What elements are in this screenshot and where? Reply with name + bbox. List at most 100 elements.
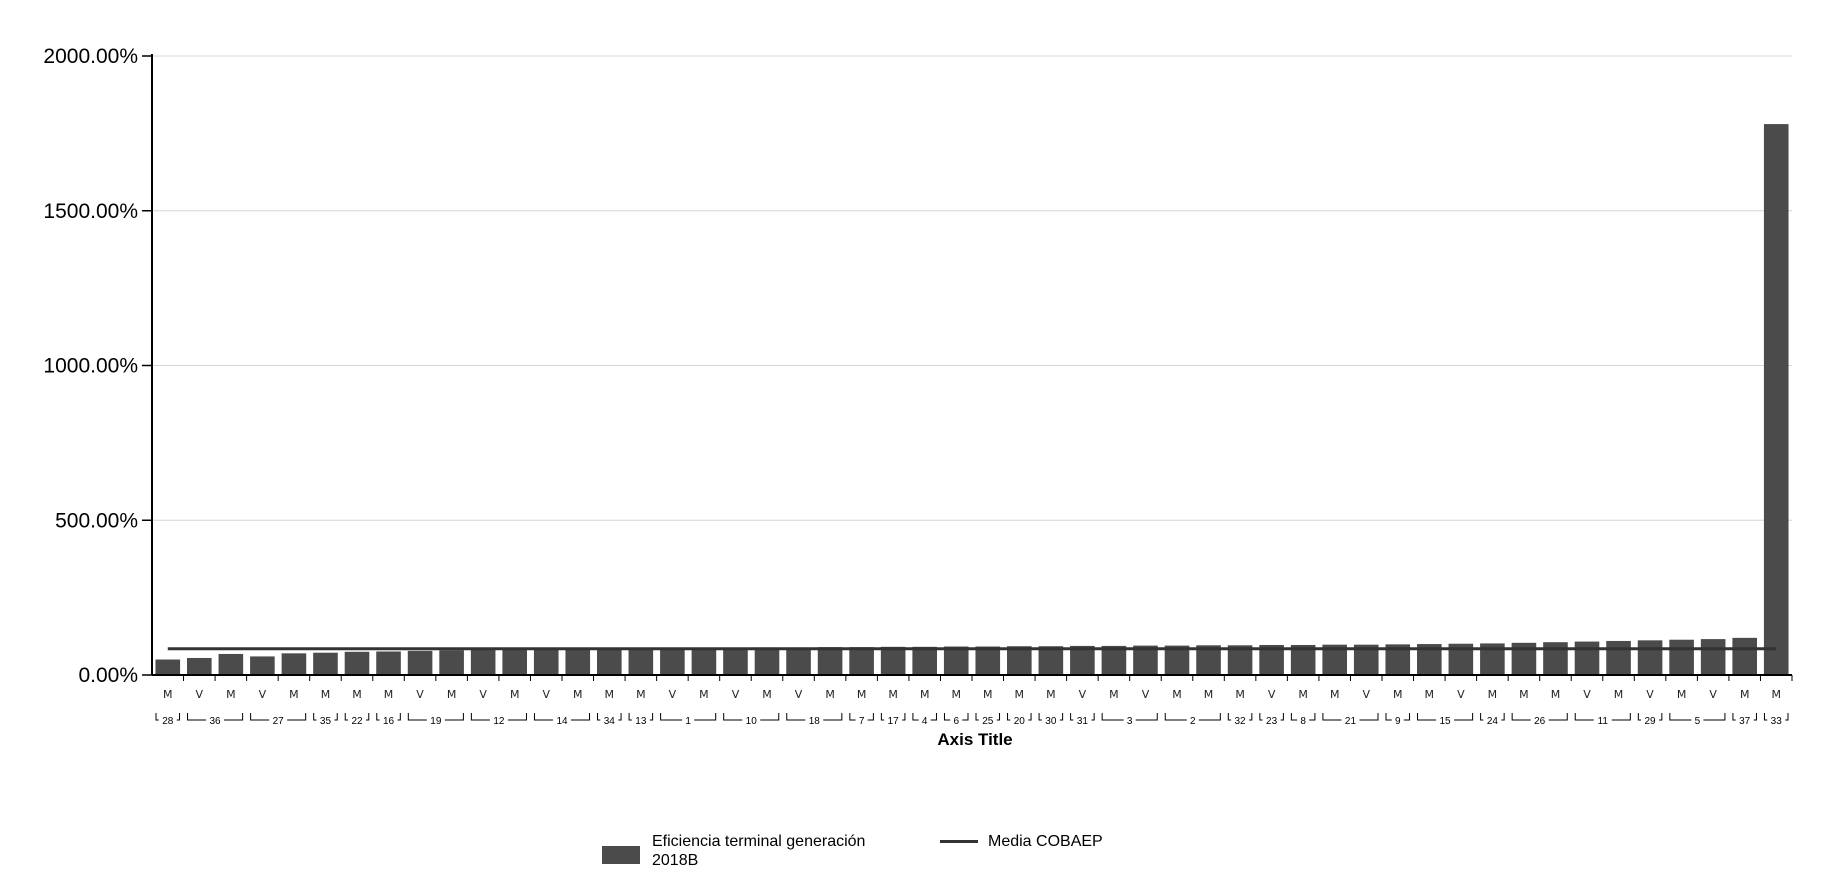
group-label: 25 bbox=[982, 716, 994, 727]
y-tick-label: 0.00% bbox=[78, 664, 138, 687]
x-category-label: M bbox=[762, 688, 772, 701]
group-label: 37 bbox=[1739, 716, 1751, 727]
group-label-bg bbox=[489, 714, 508, 726]
bar bbox=[1669, 639, 1694, 675]
x-category-label: M bbox=[1488, 688, 1498, 701]
bar bbox=[1574, 641, 1600, 675]
group-label: 26 bbox=[1534, 716, 1546, 727]
legend-swatch-line bbox=[940, 840, 978, 843]
group-label: 11 bbox=[1598, 716, 1609, 727]
group-label: 35 bbox=[320, 716, 332, 727]
x-category-label: M bbox=[1172, 688, 1182, 701]
bar bbox=[1038, 646, 1064, 675]
group-label: 4 bbox=[922, 716, 928, 727]
bar bbox=[1543, 642, 1568, 675]
group-label-bg bbox=[426, 714, 445, 726]
legend-label-line: Media COBAEP bbox=[988, 833, 1103, 850]
legend-item-bars: Eficiencia terminal generación 2018B bbox=[602, 832, 902, 870]
bar bbox=[849, 647, 874, 675]
group-label-bg bbox=[682, 714, 695, 726]
group-label: 24 bbox=[1487, 716, 1499, 727]
x-category-label: M bbox=[920, 688, 930, 701]
y-tick-label: 1000.00% bbox=[43, 355, 138, 378]
x-category-label: M bbox=[699, 688, 709, 701]
x-category-label: M bbox=[321, 688, 331, 701]
x-category-label: M bbox=[1330, 688, 1340, 701]
group-label-bg bbox=[379, 714, 398, 726]
group-label-bg bbox=[1436, 714, 1455, 726]
x-category-label: M bbox=[1614, 688, 1624, 701]
group-label-bg bbox=[1391, 714, 1404, 726]
group-label-bg bbox=[631, 714, 650, 726]
bar bbox=[155, 659, 181, 675]
x-category-label: M bbox=[1519, 688, 1529, 701]
group-label: 13 bbox=[635, 716, 647, 727]
x-category-label: V bbox=[795, 688, 803, 701]
x-category-label: M bbox=[163, 688, 173, 701]
bar bbox=[1196, 645, 1221, 675]
bar bbox=[943, 646, 969, 675]
group-label-bg bbox=[1123, 714, 1136, 726]
bar bbox=[597, 648, 622, 675]
x-category-label: V bbox=[542, 688, 550, 701]
x-category-label: M bbox=[1740, 688, 1750, 701]
group-label-bg bbox=[805, 714, 824, 726]
group-label-bg bbox=[1262, 714, 1281, 726]
group-label: 14 bbox=[556, 716, 568, 727]
x-category-label: M bbox=[1393, 688, 1403, 701]
group-label-bg bbox=[1735, 714, 1754, 726]
x-category-label: V bbox=[1646, 688, 1654, 701]
group-label-bg bbox=[1186, 714, 1199, 726]
x-category-label: M bbox=[352, 688, 362, 701]
group-label: 32 bbox=[1235, 716, 1247, 727]
group-label: 34 bbox=[604, 716, 616, 727]
bar bbox=[470, 649, 496, 675]
x-category-label: M bbox=[226, 688, 236, 701]
bar bbox=[691, 647, 717, 675]
group-label-bg bbox=[316, 714, 335, 726]
bar bbox=[1732, 637, 1757, 675]
bar bbox=[281, 653, 307, 675]
group-label-bg bbox=[1767, 714, 1786, 726]
legend-label-bars: Eficiencia terminal generación 2018B bbox=[652, 833, 866, 869]
x-category-label: V bbox=[196, 688, 204, 701]
x-category-label: M bbox=[983, 688, 993, 701]
x-category-label: M bbox=[1204, 688, 1214, 701]
group-label: 31 bbox=[1077, 716, 1089, 727]
group-label-bg bbox=[1341, 714, 1360, 726]
bar bbox=[723, 647, 748, 675]
group-label-bg bbox=[158, 714, 177, 726]
bar bbox=[754, 647, 780, 675]
x-category-label: M bbox=[510, 688, 520, 701]
group-label: 16 bbox=[383, 716, 395, 727]
bar bbox=[1637, 640, 1663, 675]
x-category-label: M bbox=[888, 688, 898, 701]
x-category-label: V bbox=[479, 688, 487, 701]
gridlines bbox=[152, 55, 1792, 521]
x-category-label: M bbox=[605, 688, 615, 701]
x-category-label: M bbox=[951, 688, 961, 701]
group-label: 7 bbox=[859, 716, 865, 727]
y-tick-label: 500.00% bbox=[55, 509, 138, 532]
group-label-bg bbox=[269, 714, 288, 726]
group-label-bg bbox=[1041, 714, 1060, 726]
x-category-label: M bbox=[1425, 688, 1435, 701]
y-axis: 0.00% 500.00% 1000.00% 1500.00% 2000.00% bbox=[43, 45, 153, 687]
group-label-bg bbox=[742, 714, 761, 726]
bar bbox=[502, 649, 527, 675]
x-category-label: V bbox=[1583, 688, 1591, 701]
group-label-bg bbox=[918, 714, 931, 726]
group-label-bg bbox=[1073, 714, 1092, 726]
group-label-bg bbox=[855, 714, 868, 726]
bar bbox=[313, 652, 338, 675]
bars bbox=[155, 124, 1789, 676]
group-label-bg bbox=[553, 714, 571, 726]
group-label-bg bbox=[206, 714, 225, 726]
x-category-label: M bbox=[1235, 688, 1245, 701]
bar bbox=[880, 646, 906, 675]
x-category-label: V bbox=[1268, 688, 1276, 701]
group-label: 21 bbox=[1345, 716, 1357, 727]
x-category-label: V bbox=[1709, 688, 1717, 701]
bar bbox=[1101, 645, 1127, 675]
